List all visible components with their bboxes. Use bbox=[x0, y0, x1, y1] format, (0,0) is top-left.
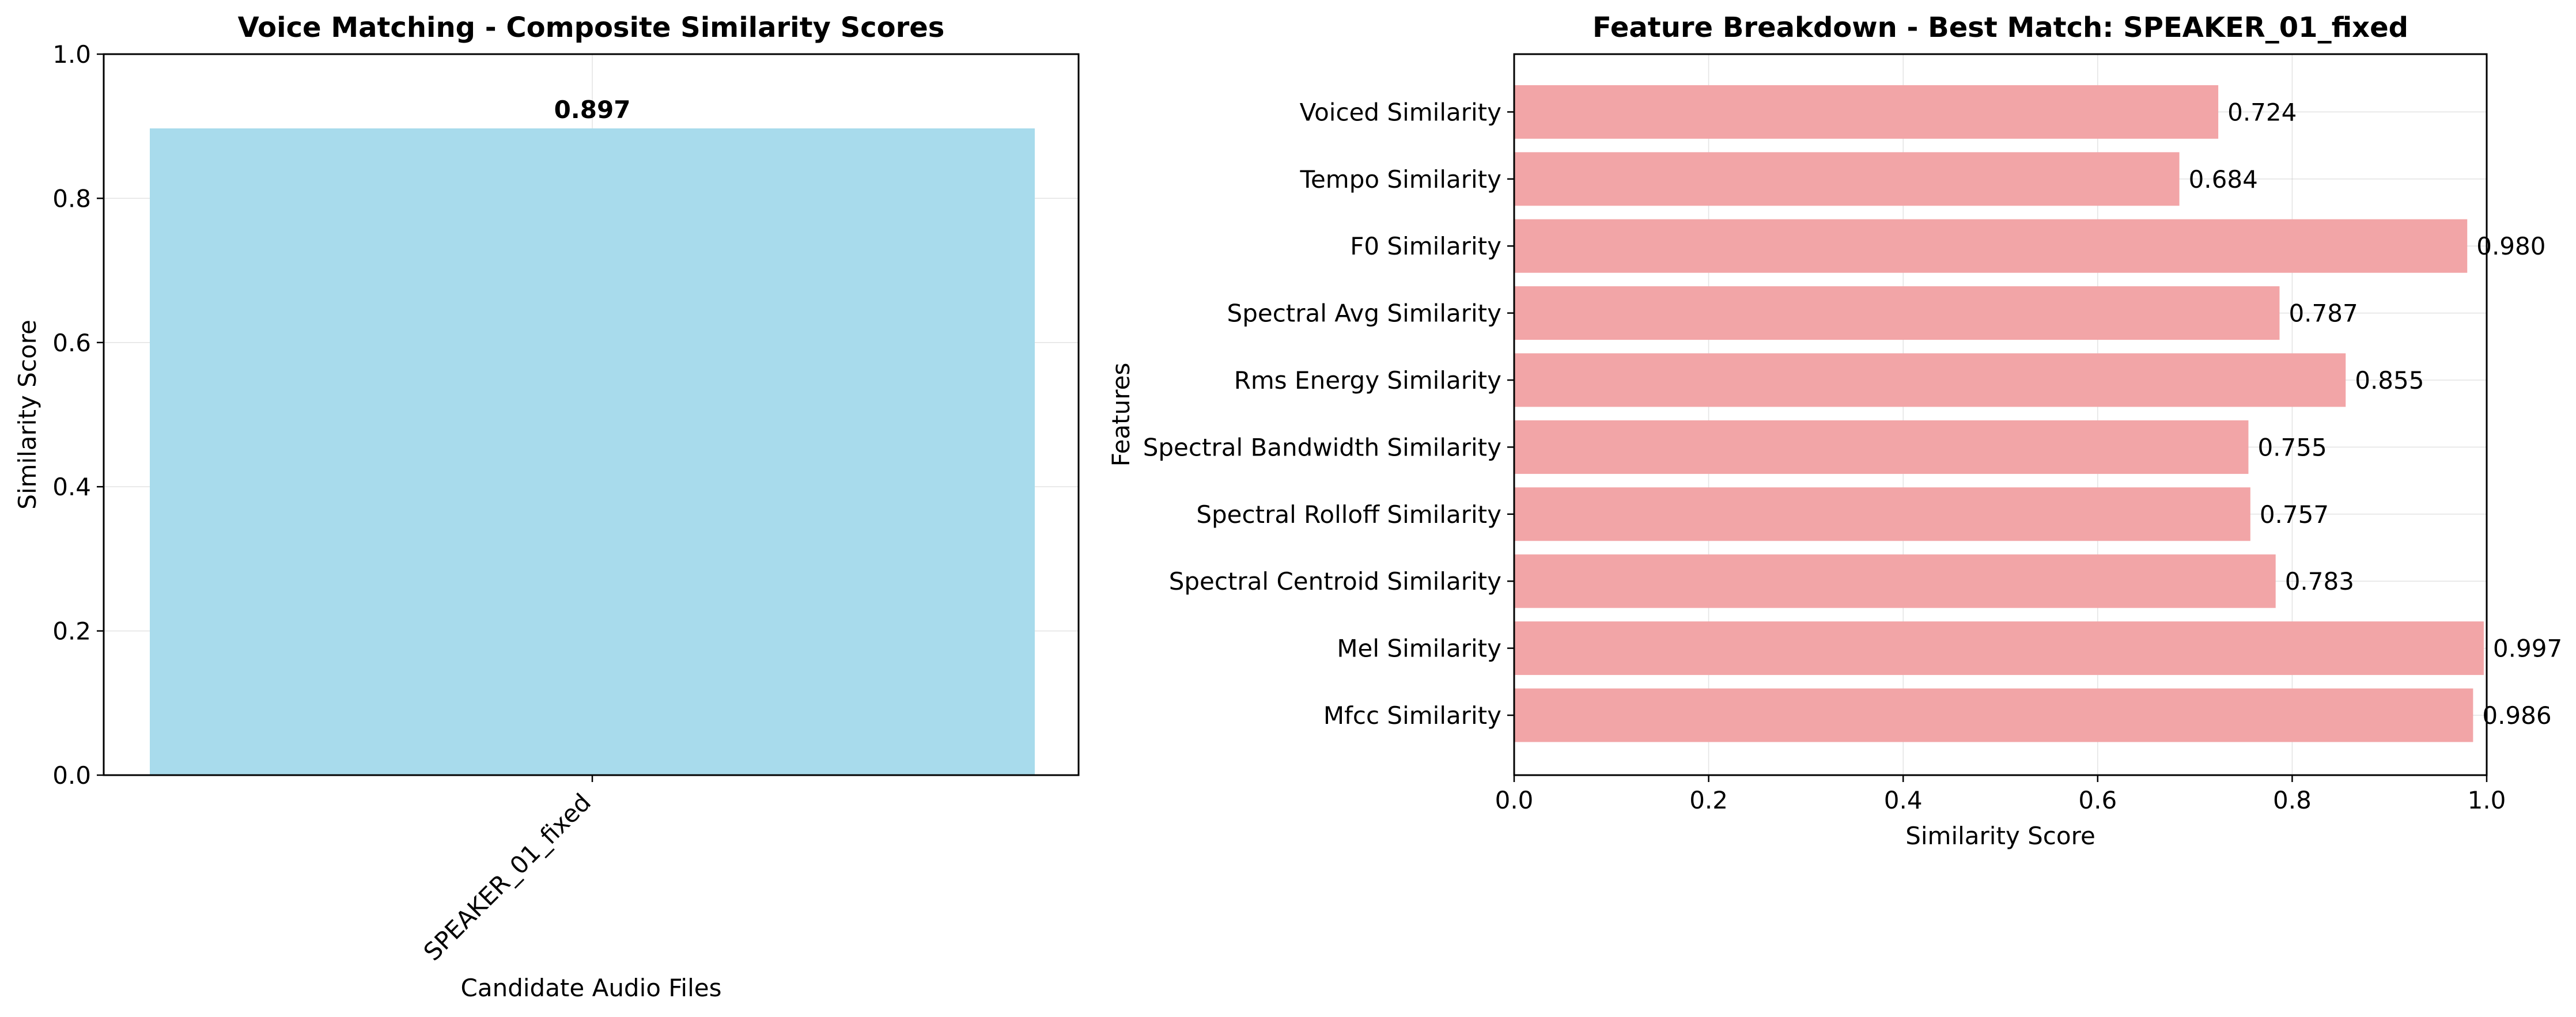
right-bar-value-label: 0.755 bbox=[2257, 433, 2327, 461]
right-x-ticks: 0.0 0.2 0.4 0.6 0.8 1.0 bbox=[1495, 775, 2506, 814]
right-y-tick-label: Voiced Similarity bbox=[1300, 98, 1501, 126]
right-bar-value-label: 0.997 bbox=[2493, 635, 2562, 663]
bar-mfcc-similarity bbox=[1514, 688, 2473, 742]
right-x-tick-label: 0.6 bbox=[2078, 786, 2117, 814]
right-bar-value-label: 0.684 bbox=[2189, 165, 2258, 193]
left-y-tick-label: 0.0 bbox=[52, 761, 91, 790]
left-x-axis-label: Candidate Audio Files bbox=[461, 974, 722, 1002]
right-bar-value-label: 0.724 bbox=[2227, 98, 2297, 126]
left-y-tick-label: 0.2 bbox=[52, 617, 91, 646]
bar-f0-similarity bbox=[1514, 219, 2468, 273]
left-chart-title: Voice Matching - Composite Similarity Sc… bbox=[238, 12, 945, 44]
bar-voiced-similarity bbox=[1514, 85, 2219, 139]
left-bars bbox=[150, 128, 1035, 775]
right-x-tick-label: 0.2 bbox=[1689, 786, 1728, 814]
left-y-tick-label: 0.6 bbox=[52, 329, 91, 357]
left-y-ticks: 0.0 0.2 0.4 0.6 0.8 1.0 bbox=[52, 40, 104, 790]
bar-speaker-01-fixed bbox=[150, 128, 1035, 775]
feature-breakdown-chart: 0.986 0.997 0.783 0.757 0.755 0.855 0.787 0.980… bbox=[1107, 12, 2562, 850]
right-y-ticks: Mfcc Similarity Mel Similarity Spectral Ce… bbox=[1143, 98, 1514, 730]
right-bar-value-label: 0.787 bbox=[2288, 299, 2358, 328]
bar-mel-similarity bbox=[1514, 621, 2484, 676]
bar-spectral-rolloff-similarity bbox=[1514, 487, 2250, 541]
bar-rms-energy-similarity bbox=[1514, 353, 2346, 407]
right-x-tick-label: 0.0 bbox=[1495, 786, 1534, 814]
right-y-tick-label: Spectral Bandwidth Similarity bbox=[1143, 433, 1501, 461]
bar-spectral-bandwidth-similarity bbox=[1514, 420, 2249, 474]
right-y-tick-label: Rms Energy Similarity bbox=[1234, 366, 1501, 394]
right-bar-value-label: 0.783 bbox=[2285, 567, 2354, 595]
right-y-axis-label: Features bbox=[1107, 363, 1135, 467]
right-bar-value-label: 0.855 bbox=[2355, 366, 2424, 394]
left-y-tick-label: 0.8 bbox=[52, 184, 91, 212]
left-y-axis-label: Similarity Score bbox=[13, 320, 41, 510]
right-y-tick-label: Spectral Avg Similarity bbox=[1227, 299, 1501, 328]
left-y-tick-label: 1.0 bbox=[52, 40, 91, 69]
left-plot-frame bbox=[103, 53, 1080, 776]
left-data-labels: 0.897 bbox=[554, 96, 631, 124]
right-y-tick-label: Spectral Centroid Similarity bbox=[1169, 567, 1501, 595]
right-x-tick-label: 1.0 bbox=[2468, 786, 2506, 814]
right-plot-frame bbox=[1513, 53, 2488, 776]
right-y-tick-label: Mel Similarity bbox=[1337, 635, 1501, 663]
right-chart-title: Feature Breakdown - Best Match: SPEAKER_… bbox=[1592, 12, 2408, 44]
left-x-ticks: SPEAKER_01_fixed bbox=[418, 775, 596, 966]
left-x-tick-label: SPEAKER_01_fixed bbox=[418, 788, 596, 966]
left-bar-value-label: 0.897 bbox=[554, 96, 631, 124]
bar-tempo-similarity bbox=[1514, 152, 2180, 206]
right-x-axis-label: Similarity Score bbox=[1905, 822, 2095, 850]
bar-spectral-avg-similarity bbox=[1514, 286, 2280, 340]
right-y-tick-label: Spectral Rolloff Similarity bbox=[1196, 500, 1501, 529]
right-y-tick-label: Tempo Similarity bbox=[1299, 165, 1501, 193]
right-bars bbox=[1514, 85, 2484, 742]
right-x-tick-label: 0.4 bbox=[1884, 786, 1923, 814]
right-x-tick-label: 0.8 bbox=[2273, 786, 2312, 814]
right-bar-value-label: 0.757 bbox=[2260, 500, 2329, 529]
bar-spectral-centroid-similarity bbox=[1514, 554, 2276, 608]
left-y-tick-label: 0.4 bbox=[52, 473, 91, 501]
right-bar-value-label: 0.986 bbox=[2482, 701, 2551, 730]
right-y-tick-label: Mfcc Similarity bbox=[1323, 701, 1501, 730]
composite-scores-chart: 0.897 0.0 0.2 0.4 0.6 0.8 1.0 SPEAKER_01_fixe… bbox=[13, 12, 1080, 1002]
right-bar-value-label: 0.980 bbox=[2476, 232, 2545, 260]
right-data-labels: 0.986 0.997 0.783 0.757 0.755 0.855 0.787 0.980… bbox=[2189, 98, 2563, 730]
right-y-tick-label: F0 Similarity bbox=[1350, 232, 1501, 260]
